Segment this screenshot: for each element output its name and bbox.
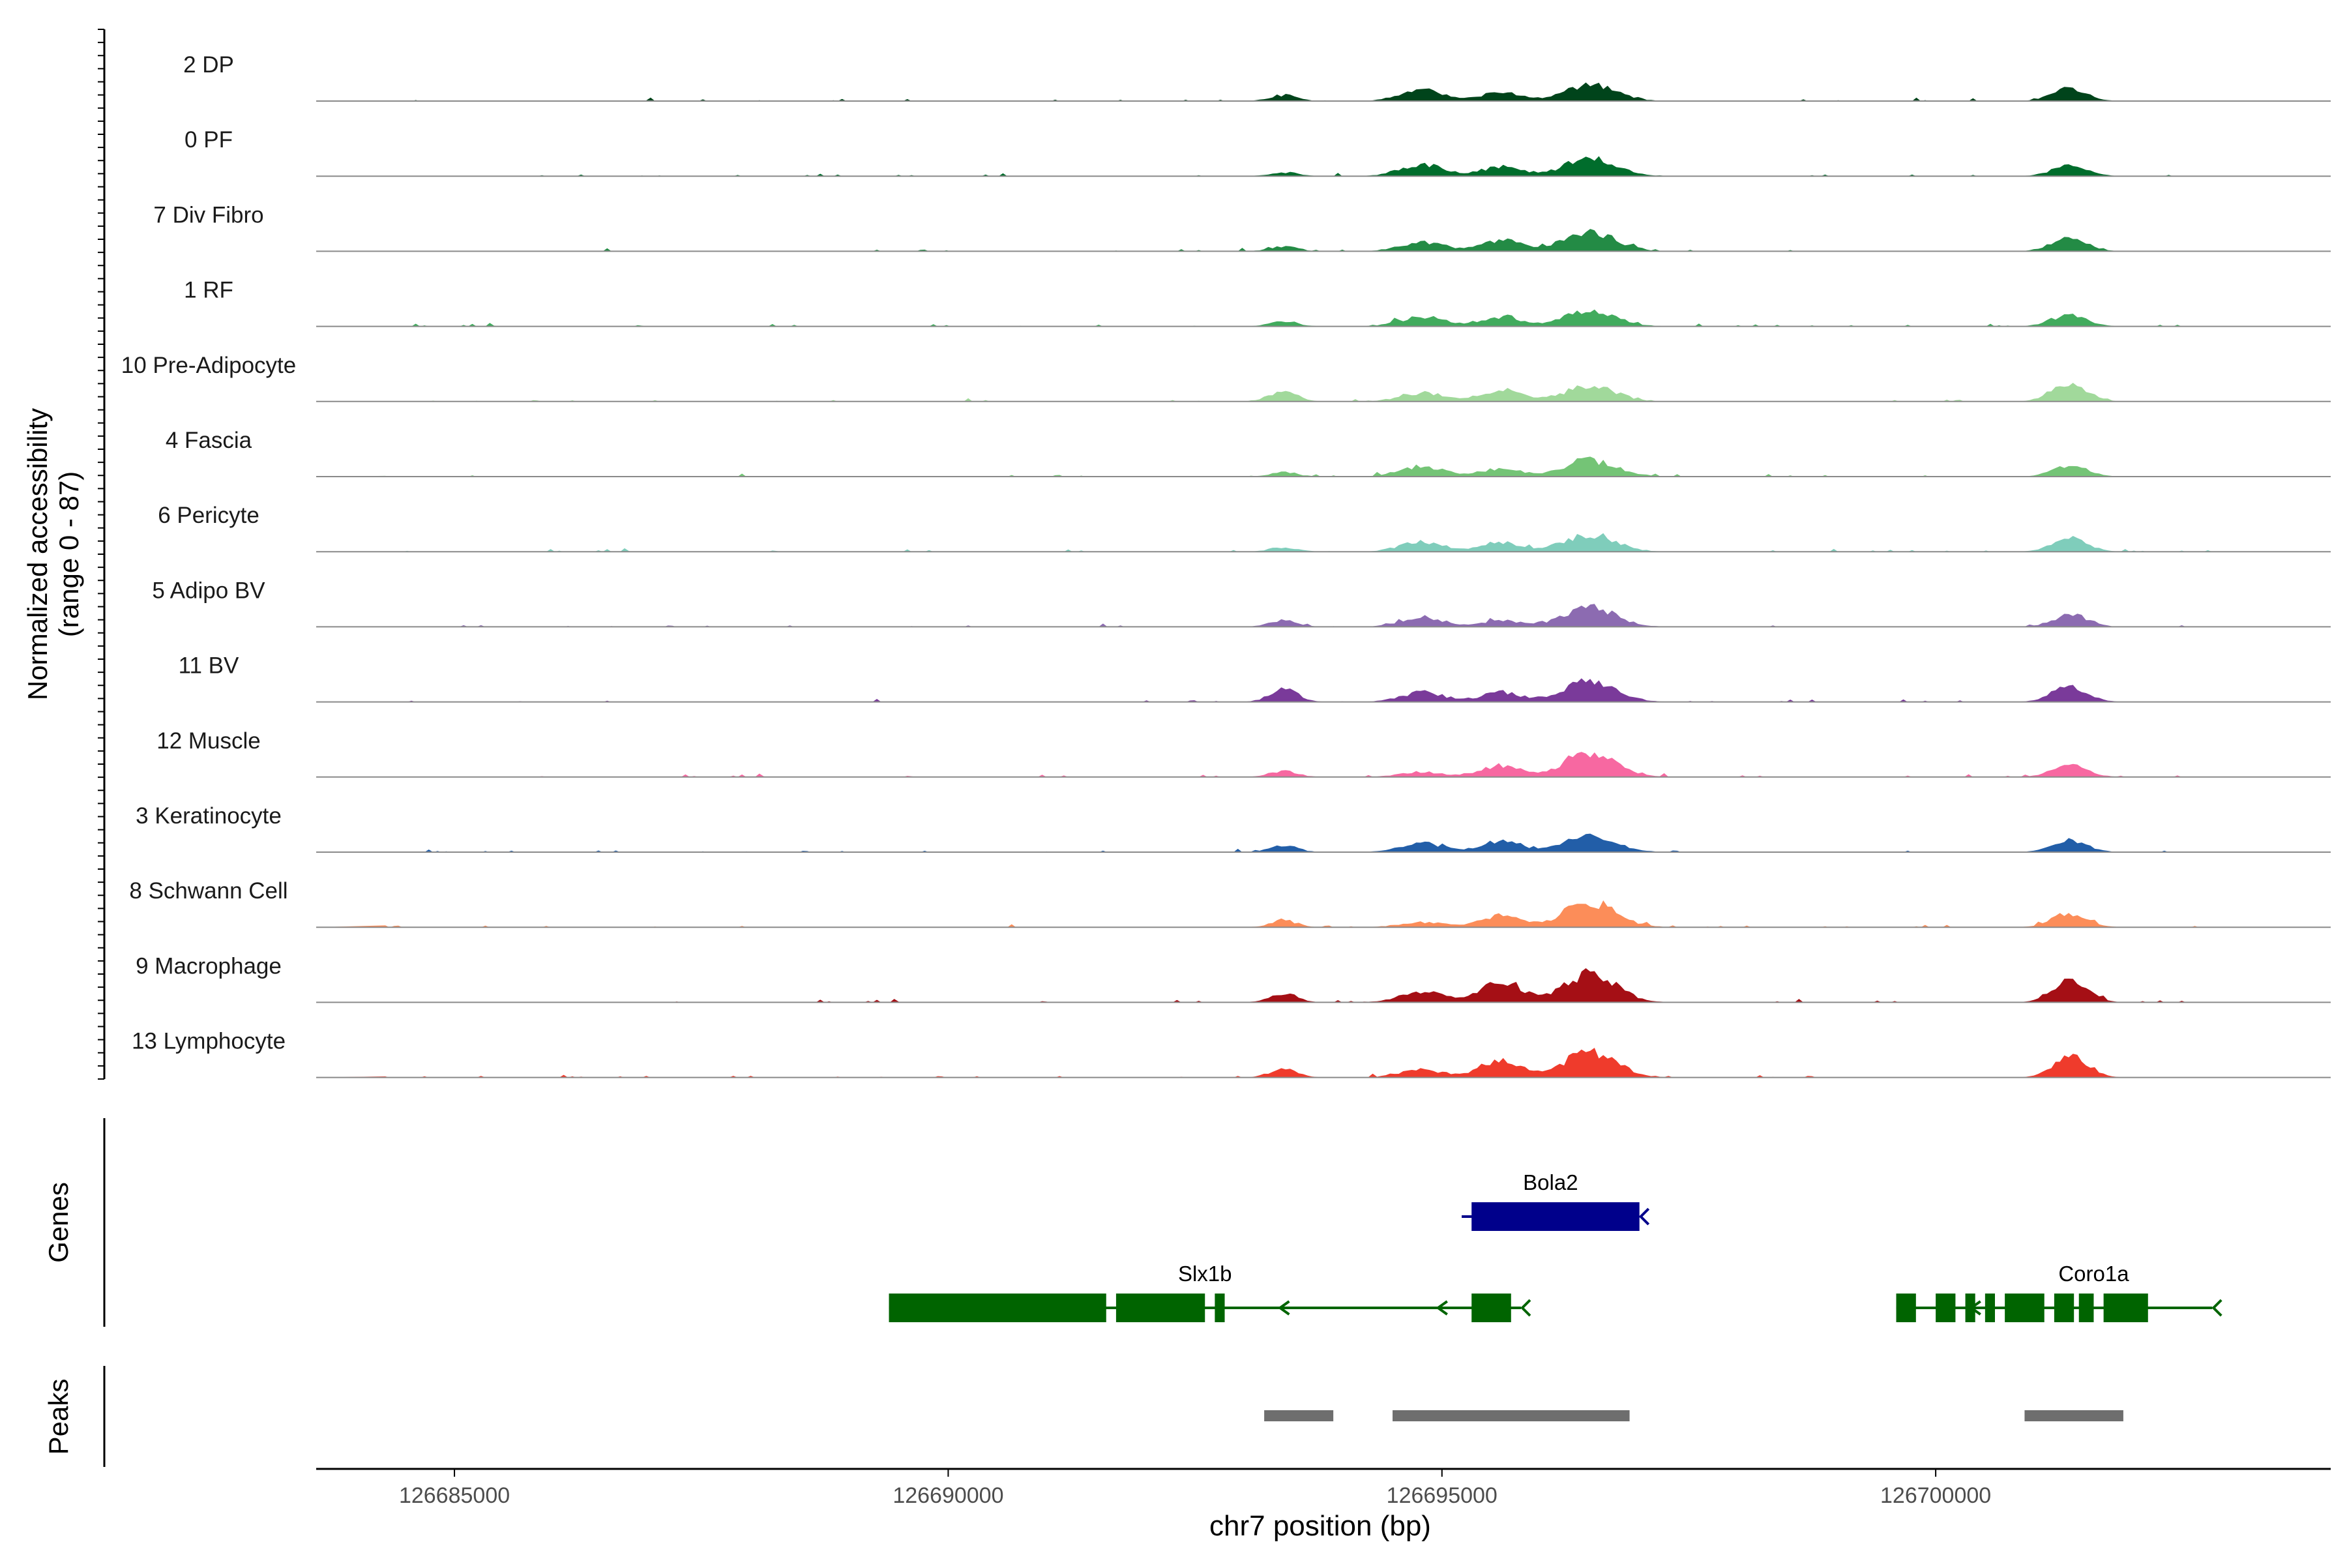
- gene-end-arrow: [2211, 1299, 2222, 1317]
- track-label: 6 Pericyte: [158, 503, 259, 528]
- track-label: 12 Muscle: [156, 728, 261, 754]
- y-axis-label-line2: (range 0 - 87): [53, 471, 84, 637]
- track-area: [316, 229, 2213, 252]
- track-1-rf: 1 RF: [184, 278, 2331, 327]
- peaks-track: Peaks: [43, 1366, 2123, 1467]
- track-5-adipo-bv: 5 Adipo BV: [152, 578, 2331, 628]
- x-axis-label: chr7 position (bp): [1209, 1510, 1431, 1542]
- gene-label: Bola2: [1523, 1170, 1578, 1194]
- x-tick-label: 126700000: [1880, 1483, 1991, 1508]
- track-2-dp: 2 DP: [183, 52, 2331, 102]
- gene-end-arrow: [1638, 1207, 1650, 1226]
- x-tick-label: 126690000: [893, 1483, 1003, 1508]
- track-area: [316, 900, 2213, 928]
- track-area: [316, 456, 2213, 477]
- gene-exon: [1965, 1294, 1975, 1322]
- gene-exon: [1471, 1294, 1511, 1322]
- gene-exon: [889, 1294, 1106, 1322]
- gene-label: Coro1a: [2058, 1262, 2129, 1286]
- x-tick-label: 126685000: [399, 1483, 510, 1508]
- gene-strand-arrow: [1277, 1300, 1290, 1316]
- peak-bar: [1264, 1410, 1334, 1421]
- track-area: [316, 678, 2213, 702]
- track-label: 10 Pre-Adipocyte: [121, 353, 296, 378]
- track-label: 3 Keratinocyte: [136, 803, 282, 829]
- y-axis-label-line1: Normalized accessibility: [22, 408, 53, 700]
- x-tick-label: 126695000: [1387, 1483, 1498, 1508]
- track-6-pericyte: 6 Pericyte: [158, 503, 2331, 553]
- gene-exon: [1936, 1294, 1956, 1322]
- peaks-track-label: Peaks: [43, 1379, 74, 1455]
- gene-slx1b: Slx1b: [889, 1262, 1531, 1322]
- coverage-tracks: 2 DP 0 PF 7 Div Fibro 1 RF 10 Pre-Adipocyte 4…: [121, 52, 2331, 1078]
- axes: Normalized accessibility(range 0 - 87) 12…: [22, 29, 2331, 1542]
- gene-exon: [2078, 1294, 2094, 1322]
- gene-label: Slx1b: [1178, 1262, 1232, 1286]
- gene-exon: [1471, 1202, 1640, 1231]
- gene-end-arrow: [1520, 1299, 1531, 1317]
- track-area: [316, 156, 2213, 177]
- gene-bola2: Bola2: [1462, 1170, 1650, 1231]
- gene-strand-arrow: [1436, 1300, 1448, 1316]
- track-label: 1 RF: [184, 278, 233, 303]
- track-label: 13 Lymphocyte: [132, 1029, 286, 1054]
- track-area: [316, 533, 2213, 552]
- track-4-fascia: 4 Fascia: [166, 428, 2331, 477]
- gene-coro1a: Coro1a: [1896, 1262, 2222, 1322]
- track-3-keratinocyte: 3 Keratinocyte: [136, 803, 2331, 853]
- gene-exon: [1896, 1294, 1916, 1322]
- gene-exon: [1985, 1294, 1995, 1322]
- gene-annotation-track: Genes Bola2 Slx1b Coro1a: [43, 1118, 2222, 1327]
- gene-exon: [2103, 1294, 2148, 1322]
- track-area: [316, 833, 2213, 852]
- peak-bar: [2024, 1410, 2123, 1421]
- track-area: [316, 752, 2213, 777]
- track-label: 11 BV: [179, 653, 239, 679]
- gene-exon: [1215, 1294, 1225, 1322]
- track-area: [316, 309, 2213, 327]
- track-area: [316, 82, 2213, 101]
- track-area: [316, 604, 2213, 627]
- track-label: 9 Macrophage: [136, 953, 282, 979]
- track-area: [316, 968, 2213, 1003]
- track-11-bv: 11 BV: [179, 653, 2331, 703]
- track-10-pre-adipocyte: 10 Pre-Adipocyte: [121, 353, 2331, 402]
- track-label: 5 Adipo BV: [152, 578, 265, 603]
- track-area: [316, 1048, 2213, 1078]
- track-area: [316, 383, 2213, 402]
- track-13-lymphocyte: 13 Lymphocyte: [132, 1029, 2331, 1078]
- gene-exon: [2005, 1294, 2044, 1322]
- track-label: 7 Div Fibro: [153, 202, 263, 228]
- track-7-div-fibro: 7 Div Fibro: [153, 202, 2331, 252]
- track-9-macrophage: 9 Macrophage: [136, 953, 2331, 1003]
- track-label: 0 PF: [185, 127, 233, 153]
- gene-exon: [1115, 1294, 1205, 1322]
- track-label: 4 Fascia: [166, 428, 252, 453]
- gene-exon: [2054, 1294, 2074, 1322]
- track-8-schwann-cell: 8 Schwann Cell: [129, 878, 2331, 928]
- track-label: 8 Schwann Cell: [129, 878, 288, 904]
- peak-bar: [1393, 1410, 1630, 1421]
- y-axis-label: Normalized accessibility(range 0 - 87): [22, 408, 84, 700]
- genes-track-label: Genes: [43, 1182, 74, 1263]
- track-label: 2 DP: [183, 52, 234, 78]
- track-0-pf: 0 PF: [185, 127, 2331, 177]
- track-12-muscle: 12 Muscle: [156, 728, 2331, 778]
